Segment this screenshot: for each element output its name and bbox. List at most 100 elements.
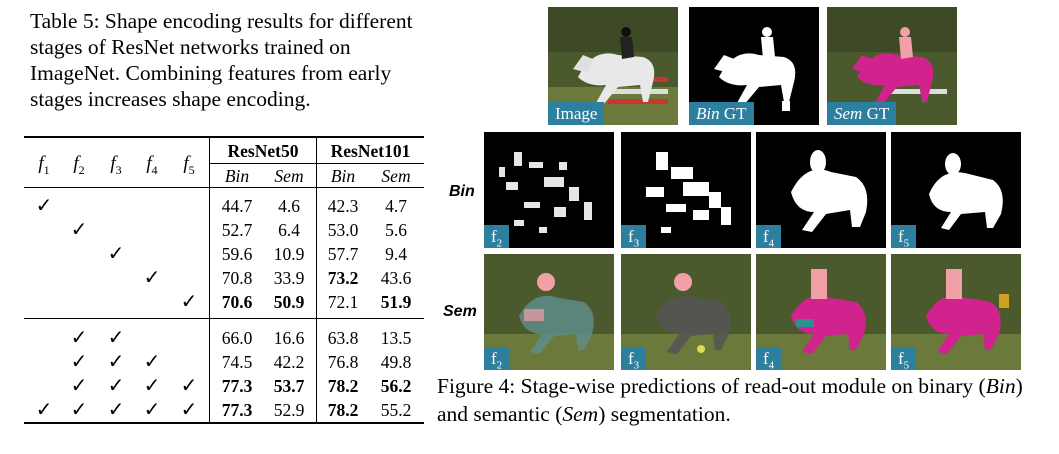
stage-header: f4 [146, 153, 158, 177]
check-mark: ✓ [70, 399, 88, 421]
check-mark: ✓ [180, 375, 198, 397]
table-cell: 42.3 [327, 196, 359, 216]
stage-tag: f4 [756, 225, 782, 248]
stage-tag: f2 [484, 347, 510, 370]
table-cell: 42.2 [273, 352, 305, 372]
table-cell: 55.2 [380, 400, 412, 420]
row-label-sem: Sem [443, 303, 477, 320]
image-thumbnail: Image [547, 6, 679, 126]
table-cell: 76.8 [327, 352, 359, 372]
subheader: Bin [224, 166, 250, 186]
table-cell: 44.7 [221, 196, 253, 216]
check-mark: ✓ [107, 327, 125, 349]
check-mark: ✓ [70, 327, 88, 349]
table-caption: Table 5: Shape encoding results for diff… [30, 9, 413, 111]
check-mark: ✓ [107, 243, 125, 265]
check-mark: ✓ [35, 195, 53, 217]
bin-stage-thumbnail: f3 [620, 131, 752, 249]
stage-tag: f5 [891, 225, 917, 248]
stage-tag: f2 [484, 225, 510, 248]
table-cell: 4.7 [385, 196, 407, 216]
vertical-rule-2 [316, 138, 317, 423]
stage-header: f1 [38, 153, 50, 177]
table-cell: 10.9 [273, 244, 305, 264]
table-cell: 9.4 [385, 244, 407, 264]
table-cell: 66.0 [221, 328, 253, 348]
check-mark: ✓ [180, 291, 198, 313]
table-cell: 33.9 [273, 268, 305, 288]
stage-header: f5 [183, 153, 195, 177]
bin-stage-thumbnail: f2 [483, 131, 615, 249]
sem-gt-thumbnail: Sem GT [826, 6, 958, 126]
table-cell: 51.9 [380, 292, 412, 312]
check-mark: ✓ [143, 351, 161, 373]
sem-stage-thumbnail: f3 [620, 253, 752, 371]
sem-stage-thumbnail: f4 [755, 253, 887, 371]
stage-tag: f5 [891, 347, 917, 370]
table-cell: 77.3 [221, 400, 253, 420]
sem-gt-tag: Sem GT [827, 102, 897, 125]
group-resnet50: ResNet50 [227, 141, 299, 161]
table-cell: 52.9 [273, 400, 305, 420]
table-cell: 78.2 [327, 376, 359, 396]
stage-tag: f3 [621, 347, 647, 370]
check-mark: ✓ [107, 351, 125, 373]
table-cell: 53.0 [327, 220, 359, 240]
bin-gt-thumbnail: Bin GT [688, 6, 820, 126]
check-mark: ✓ [143, 267, 161, 289]
group-resnet101: ResNet101 [330, 141, 411, 161]
sem-stage-thumbnail: f2 [483, 253, 615, 371]
check-mark: ✓ [70, 219, 88, 241]
row-label-bin: Bin [449, 183, 475, 200]
check-mark: ✓ [180, 399, 198, 421]
subheader: Sem [381, 166, 411, 186]
table-cell: 4.6 [278, 196, 300, 216]
vertical-rule-1 [209, 138, 210, 423]
bin-stage-thumbnail: f4 [755, 131, 887, 249]
stage-header: f3 [110, 153, 122, 177]
header-rule [24, 187, 424, 188]
stage-header: f2 [73, 153, 85, 177]
bin-stage-thumbnail: f5 [890, 131, 1022, 249]
table-cell: 52.7 [221, 220, 253, 240]
subheader: Sem [274, 166, 304, 186]
table-cell: 70.6 [221, 292, 253, 312]
results-table: f1 f2 f3 f4 f5 ResNet50 ResNet101 Bin Se… [24, 136, 424, 426]
table-cell: 77.3 [221, 376, 253, 396]
bottom-rule [24, 422, 424, 424]
table-cell: 78.2 [327, 400, 359, 420]
table-cell: 59.6 [221, 244, 253, 264]
table-cell: 56.2 [380, 376, 412, 396]
group-rule [24, 318, 424, 319]
table-cell: 50.9 [273, 292, 305, 312]
image-tag: Image [548, 102, 605, 125]
table-cell: 6.4 [278, 220, 300, 240]
table-cell: 49.8 [380, 352, 412, 372]
table-cell: 53.7 [273, 376, 305, 396]
check-mark: ✓ [143, 399, 161, 421]
check-mark: ✓ [70, 351, 88, 373]
table-cell: 70.8 [221, 268, 253, 288]
check-mark: ✓ [107, 399, 125, 421]
table-cell: 43.6 [380, 268, 412, 288]
sem-stage-thumbnail: f5 [890, 253, 1022, 371]
check-mark: ✓ [70, 375, 88, 397]
top-rule [24, 136, 424, 138]
stage-tag: f3 [621, 225, 647, 248]
table-cell: 57.7 [327, 244, 359, 264]
check-mark: ✓ [35, 399, 53, 421]
group-underline [210, 163, 424, 164]
check-mark: ✓ [143, 375, 161, 397]
figure-caption: Figure 4: Stage-wise predictions of read… [437, 374, 1023, 426]
table-cell: 16.6 [273, 328, 305, 348]
table-cell: 72.1 [327, 292, 359, 312]
subheader: Bin [330, 166, 356, 186]
table-cell: 63.8 [327, 328, 359, 348]
table-cell: 5.6 [385, 220, 407, 240]
stage-tag: f4 [756, 347, 782, 370]
bin-gt-tag: Bin GT [689, 102, 754, 125]
table-cell: 74.5 [221, 352, 253, 372]
table-cell: 73.2 [327, 268, 359, 288]
check-mark: ✓ [107, 375, 125, 397]
table-cell: 13.5 [380, 328, 412, 348]
